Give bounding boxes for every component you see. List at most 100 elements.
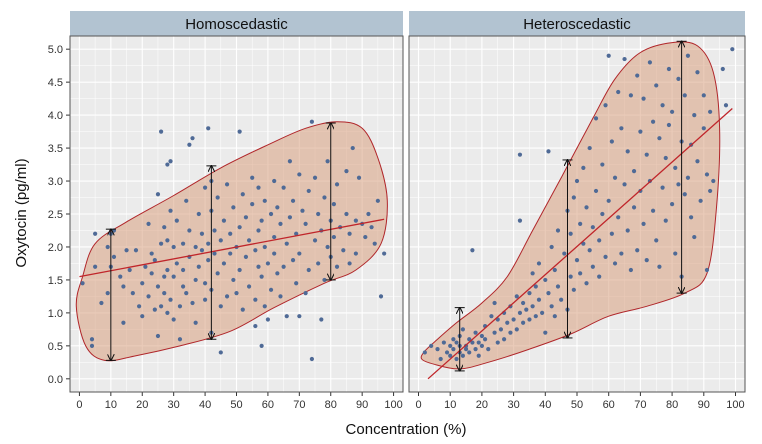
data-point <box>322 195 327 200</box>
data-point <box>284 241 289 246</box>
data-point <box>193 320 198 325</box>
data-point <box>508 330 513 335</box>
panel-title: Homoscedastic <box>185 16 288 33</box>
data-point <box>660 185 665 190</box>
data-point <box>206 258 211 263</box>
data-point <box>193 277 198 283</box>
x-tick-label: 20 <box>476 399 488 411</box>
data-point <box>451 347 456 352</box>
x-tick-label: 90 <box>698 399 710 411</box>
x-tick-label: 50 <box>571 399 583 411</box>
data-point <box>140 281 145 286</box>
panel-2: Heteroscedastic 0 10 20 30 40 50 60 70 80 90 100 <box>408 11 746 411</box>
data-point <box>237 267 242 273</box>
data-point <box>281 264 286 269</box>
data-point <box>460 353 465 358</box>
data-point <box>344 211 349 217</box>
data-point <box>517 152 523 157</box>
data-point <box>162 225 167 230</box>
data-point <box>237 129 242 134</box>
data-point <box>552 267 557 273</box>
data-point <box>121 284 126 289</box>
data-point <box>476 353 481 358</box>
panel-strip <box>409 11 745 36</box>
data-point <box>325 244 330 250</box>
data-point <box>180 241 186 246</box>
x-tick-label: 90 <box>356 399 368 411</box>
data-point <box>654 238 659 243</box>
data-point <box>581 165 586 170</box>
data-point <box>676 76 681 81</box>
data-point <box>476 340 481 345</box>
data-point <box>306 188 311 194</box>
data-point <box>168 297 173 302</box>
data-point <box>268 287 274 292</box>
data-point <box>111 254 117 259</box>
data-point <box>625 228 630 233</box>
data-point <box>303 291 308 296</box>
data-point <box>460 327 465 332</box>
data-point <box>89 343 95 348</box>
x-tick-label: 80 <box>666 399 678 411</box>
panel-border <box>408 35 746 393</box>
x-tick-label: 60 <box>262 399 274 411</box>
data-point <box>297 172 302 177</box>
data-point <box>159 129 164 134</box>
data-point <box>174 218 179 223</box>
data-point <box>546 291 551 296</box>
data-point <box>99 300 104 306</box>
data-point <box>638 129 643 134</box>
data-point <box>628 93 633 98</box>
data-point <box>669 109 675 114</box>
data-point <box>676 182 681 187</box>
data-point <box>543 330 548 335</box>
data-point <box>190 300 195 306</box>
data-point <box>454 356 459 362</box>
data-point <box>631 169 637 174</box>
data-point <box>237 225 242 230</box>
data-point <box>165 162 170 167</box>
data-point <box>574 178 580 184</box>
data-point <box>590 225 595 230</box>
data-point <box>467 350 472 355</box>
data-point <box>253 248 258 253</box>
data-point <box>473 347 478 352</box>
data-point <box>155 284 161 289</box>
data-point <box>300 208 305 213</box>
x-axis-ticks: 0 10 20 30 40 50 60 70 80 90 100 <box>76 392 403 411</box>
data-point <box>482 337 488 342</box>
y-tick-label: 1.5 <box>48 275 63 287</box>
data-point <box>262 304 267 309</box>
data-point <box>215 195 220 200</box>
data-point <box>609 231 614 236</box>
x-tick-label: 100 <box>726 399 744 411</box>
data-point <box>701 126 706 131</box>
data-point <box>334 182 340 187</box>
data-point <box>606 53 611 58</box>
data-point <box>140 314 145 319</box>
y-tick-label: 0.0 <box>48 374 63 386</box>
data-point <box>505 320 510 325</box>
x-tick-label: 40 <box>199 399 211 411</box>
data-point <box>486 347 491 352</box>
data-point <box>105 244 110 250</box>
data-point <box>654 83 659 88</box>
data-point <box>451 337 456 342</box>
y-tick-label: 4.0 <box>48 110 63 122</box>
data-point <box>616 89 621 95</box>
y-axis-title: Oxytocin (pg/ml) <box>13 158 30 267</box>
data-point <box>533 284 538 289</box>
data-point <box>514 294 519 299</box>
data-point <box>272 251 277 256</box>
data-point <box>316 211 321 217</box>
data-point <box>281 185 286 190</box>
data-point <box>196 264 201 269</box>
x-tick-label: 70 <box>293 399 305 411</box>
data-point <box>590 264 595 269</box>
data-point <box>275 205 280 210</box>
data-point <box>495 340 500 345</box>
data-point <box>312 175 318 180</box>
data-point <box>527 317 532 322</box>
panel-border <box>69 35 404 393</box>
data-point <box>492 330 497 335</box>
